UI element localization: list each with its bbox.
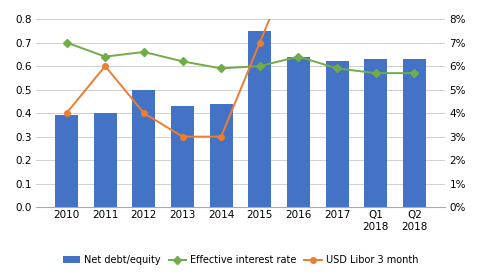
Effective interest rate [256,64,262,68]
Line: USD Libor 3 month: USD Libor 3 month [64,0,416,139]
Bar [325,61,348,207]
Bar [363,59,386,207]
Effective interest rate [334,67,339,70]
Bar [402,59,425,207]
Bar [248,31,271,207]
USD Libor 3 month [256,41,262,44]
Effective interest rate [372,72,378,75]
Bar [286,57,310,207]
Effective interest rate [411,72,417,75]
Effective interest rate [141,50,146,54]
Effective interest rate [63,41,69,44]
Bar [94,113,117,207]
Effective interest rate [102,55,108,58]
USD Libor 3 month [141,112,146,115]
Line: Effective interest rate: Effective interest rate [64,40,416,76]
Effective interest rate [179,60,185,63]
USD Libor 3 month [218,135,224,138]
Bar [170,106,194,207]
USD Libor 3 month [102,64,108,68]
Effective interest rate [218,67,224,70]
Bar [209,104,232,207]
USD Libor 3 month [179,135,185,138]
USD Libor 3 month [63,112,69,115]
Effective interest rate [295,55,301,58]
Legend: Net debt/equity, Effective interest rate, USD Libor 3 month: Net debt/equity, Effective interest rate… [59,251,421,269]
Bar [132,90,155,207]
Bar [55,115,78,207]
